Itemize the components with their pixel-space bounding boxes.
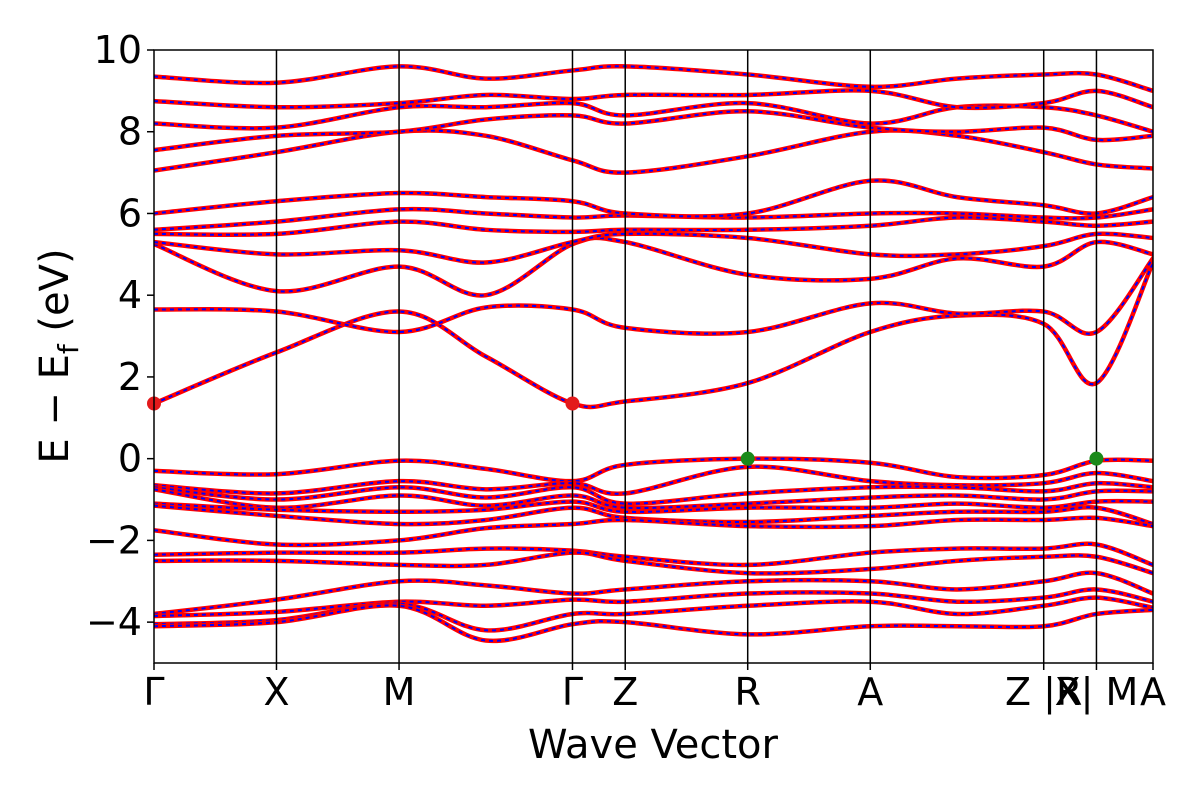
band-line-dashed [154,457,1153,483]
band-line-dashed [154,262,1153,409]
vbm-marker [1089,451,1104,466]
conduction-band-2 [154,256,1153,336]
plot-frame [153,49,1154,664]
conduction-band-10 [154,100,1153,134]
conduction-band-11 [154,88,1153,111]
valence-band-2 [154,464,1153,497]
band-line-solid [154,128,1153,175]
conduction-band-4 [154,231,1153,265]
valence-band-9 [154,550,1153,576]
x-tick-label: Γ [562,670,583,714]
band-line-dashed [154,504,1153,526]
band-line-dashed [154,216,1153,236]
band-line-dashed [154,236,1153,297]
valence-band-13 [154,603,1153,644]
band-line-dashed [154,571,1153,615]
conduction-band-5 [154,215,1153,238]
band-line-dashed [154,604,1153,642]
band-line-dashed [154,179,1153,218]
valence-band-7 [154,515,1153,548]
conduction-band-12 [154,63,1153,94]
y-tick-label: −2 [86,518,142,562]
band-line-dashed [154,232,1153,264]
y-tick-label: 4 [118,273,142,317]
y-tick-label: 8 [118,110,142,154]
y-tick-label: 2 [118,355,142,399]
vbm-marker [740,451,755,466]
valence-band-11 [154,587,1153,619]
kpoint-lines [275,50,1098,663]
y-tick-label: −4 [86,600,142,644]
band-line-dashed [154,482,1153,505]
x-tick-label: A [857,670,883,714]
x-tick-label: X [263,670,289,714]
band-line-dashed [154,110,1153,152]
y-axis-ticks: −4 −2 0 2 4 6 8 10 [86,28,154,644]
bands-layer [154,63,1153,644]
band-line-solid [154,515,1153,548]
valence-band-1 [154,456,1153,484]
y-axis-label-unit: (eV) [32,248,78,344]
cbm-marker [565,396,580,411]
band-line-solid [154,550,1153,576]
y-tick-label: 10 [94,28,142,72]
band-line-dashed [154,551,1153,575]
x-tick-label: Z |R [1005,670,1082,715]
valence-band-4 [154,487,1153,511]
band-line-solid [154,260,1153,410]
band-line-dashed [154,129,1153,174]
conduction-band-8 [154,128,1153,175]
y-tick-label: 0 [118,437,142,481]
band-line-solid [154,235,1153,298]
conduction-band-1 [154,260,1153,410]
valence-band-10 [154,570,1153,617]
valence-band-3 [154,480,1153,506]
band-line-dashed [154,465,1153,495]
valence-band-5 [154,498,1153,515]
band-line-dashed [154,516,1153,546]
conduction-band-7 [154,178,1153,219]
x-tick-label: X| M [1055,670,1139,715]
x-tick-label: Γ [143,670,164,714]
x-tick-label: Z [612,670,638,714]
conduction-band-3 [154,235,1153,298]
x-tick-label: M [383,670,416,714]
band-line-dashed [154,500,1153,513]
band-line-dashed [154,542,1153,566]
y-axis-label-subscript: f [52,343,85,354]
band-line-solid [154,88,1153,111]
band-line-solid [154,256,1153,336]
band-line-dashed [154,208,1153,231]
band-line-dashed [154,488,1153,509]
conduction-band-9 [154,109,1153,153]
valence-band-8 [154,541,1153,568]
y-axis-label: E − Ef (eV) [32,248,85,463]
x-axis-label: Wave Vector [528,722,779,768]
y-axis-label-main: E − E [32,354,78,464]
band-line-solid [154,63,1153,94]
band-line-solid [154,178,1153,219]
x-tick-label: R [735,670,761,714]
band-line-dashed [154,588,1153,617]
band-line-dashed [154,89,1153,109]
band-line-dashed [154,101,1153,133]
band-line-dashed [154,65,1153,92]
y-tick-label: 6 [118,191,142,235]
x-tick-label: A [1140,670,1166,714]
band-line-dashed [154,257,1153,335]
